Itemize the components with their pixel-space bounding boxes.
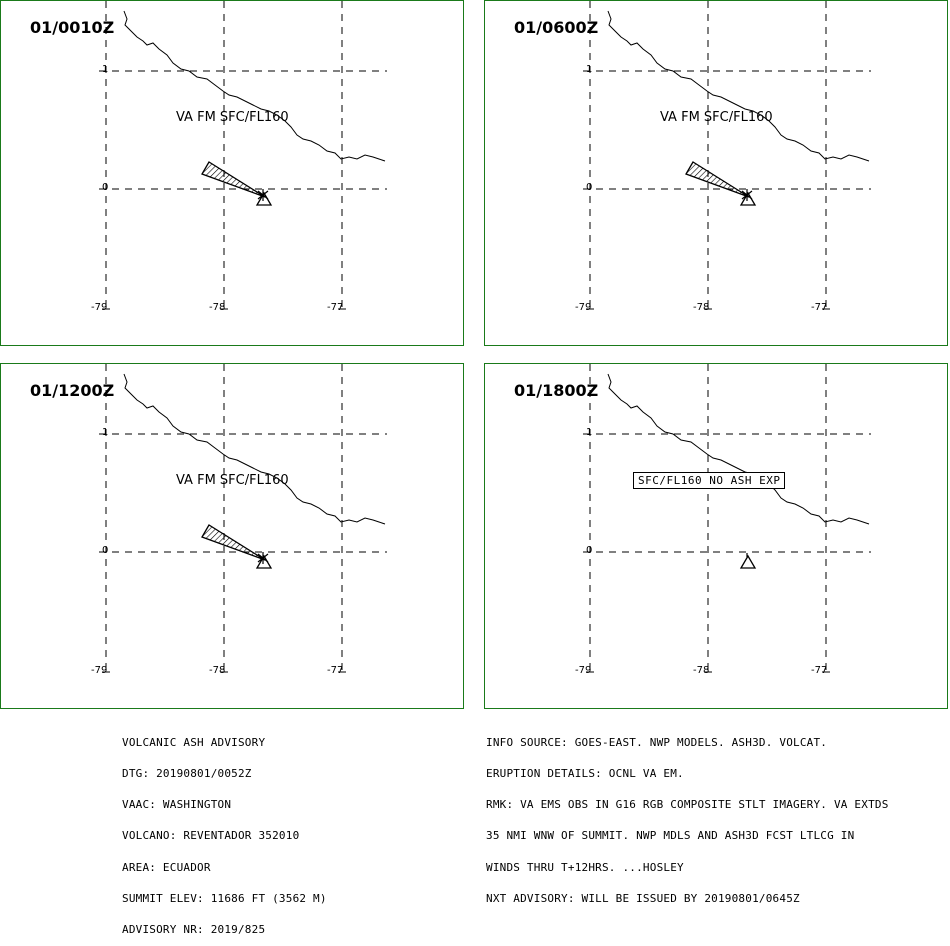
panel-time: 01/0600Z xyxy=(514,18,599,37)
ash-cloud-polygon xyxy=(685,161,750,198)
vent-marker-icon xyxy=(741,189,753,201)
lat-label-0: 0 xyxy=(586,545,593,556)
map-graphic xyxy=(99,1,387,311)
forecast-panel-0600z: 01/0600Z VA FM SFC/FL160 1 0 -79 -78 -77 xyxy=(484,0,948,346)
advisory-line: ERUPTION DETAILS: OCNL VA EM. xyxy=(486,767,684,781)
coastline xyxy=(123,373,386,525)
coastline xyxy=(607,373,870,525)
lon-label-78: -78 xyxy=(693,302,710,313)
advisory-line: AREA: ECUADOR xyxy=(122,860,211,874)
map-graphic xyxy=(583,1,871,311)
ash-level-label: VA FM SFC/FL160 xyxy=(176,110,289,125)
ash-level-label: VA FM SFC/FL160 xyxy=(660,110,773,125)
panel-time: 01/0010Z xyxy=(30,18,115,37)
lat-label-0: 0 xyxy=(586,182,593,193)
advisory-line: SUMMIT ELEV: 11686 FT (3562 M) xyxy=(122,891,327,905)
coastline xyxy=(123,10,386,162)
advisory-line: VAAC: WASHINGTON xyxy=(122,798,232,812)
advisory-line: NXT ADVISORY: WILL BE ISSUED BY 20190801… xyxy=(486,891,800,905)
advisory-line: 35 NMI WNW OF SUMMIT. NWP MDLS AND ASH3D… xyxy=(486,829,855,843)
lat-label-1: 1 xyxy=(586,64,593,75)
panel-time: 01/1800Z xyxy=(514,381,599,400)
vent-marker-icon xyxy=(257,552,269,564)
ash-cloud-polygon xyxy=(201,161,266,198)
lon-label-79: -79 xyxy=(91,665,108,676)
lon-label-78: -78 xyxy=(209,302,226,313)
lat-label-1: 1 xyxy=(102,427,109,438)
lon-label-79: -79 xyxy=(575,302,592,313)
lon-label-78: -78 xyxy=(693,665,710,676)
lon-label-77: -77 xyxy=(327,302,344,313)
map-graphic xyxy=(99,364,387,674)
forecast-panel-1800z: 01/1800Z SFC/FL160 NO ASH EXP 1 0 -79 -7… xyxy=(484,363,948,709)
lat-label-0: 0 xyxy=(102,182,109,193)
lon-label-79: -79 xyxy=(91,302,108,313)
advisory-line: WINDS THRU T+12HRS. ...HOSLEY xyxy=(486,860,684,874)
advisory-info-right: INFO SOURCE: GOES-EAST. NWP MODELS. ASH3… xyxy=(486,717,889,915)
no-ash-expected-box: SFC/FL160 NO ASH EXP xyxy=(633,472,786,489)
advisory-line: DTG: 20190801/0052Z xyxy=(122,767,252,781)
ash-cloud-polygon xyxy=(201,524,266,561)
vent-marker-icon xyxy=(257,189,269,201)
lon-label-79: -79 xyxy=(575,665,592,676)
advisory-line: ADVISORY NR: 2019/825 xyxy=(122,923,266,937)
lat-label-1: 1 xyxy=(102,64,109,75)
advisory-line: INFO SOURCE: GOES-EAST. NWP MODELS. ASH3… xyxy=(486,735,828,749)
lon-label-77: -77 xyxy=(811,665,828,676)
lat-label-0: 0 xyxy=(102,545,109,556)
lon-label-77: -77 xyxy=(811,302,828,313)
coastline xyxy=(607,10,870,162)
lat-label-1: 1 xyxy=(586,427,593,438)
advisory-line: VOLCANIC ASH ADVISORY xyxy=(122,735,266,749)
forecast-panel-0000z: 01/0010Z VA FM SFC/FL160 1 0 -79 -78 -77 xyxy=(0,0,464,346)
advisory-line: VOLCANO: REVENTADOR 352010 xyxy=(122,829,300,843)
advisory-line: RMK: VA EMS OBS IN G16 RGB COMPOSITE STL… xyxy=(486,798,889,812)
ash-level-label: VA FM SFC/FL160 xyxy=(176,473,289,488)
lon-label-78: -78 xyxy=(209,665,226,676)
advisory-info-left: VOLCANIC ASH ADVISORY DTG: 20190801/0052… xyxy=(122,717,327,946)
forecast-panel-1200z: 01/1200Z VA FM SFC/FL160 1 0 -79 -78 -77 xyxy=(0,363,464,709)
lon-label-77: -77 xyxy=(327,665,344,676)
panel-time: 01/1200Z xyxy=(30,381,115,400)
map-graphic xyxy=(583,364,871,674)
volcano-triangle-icon xyxy=(739,554,757,569)
